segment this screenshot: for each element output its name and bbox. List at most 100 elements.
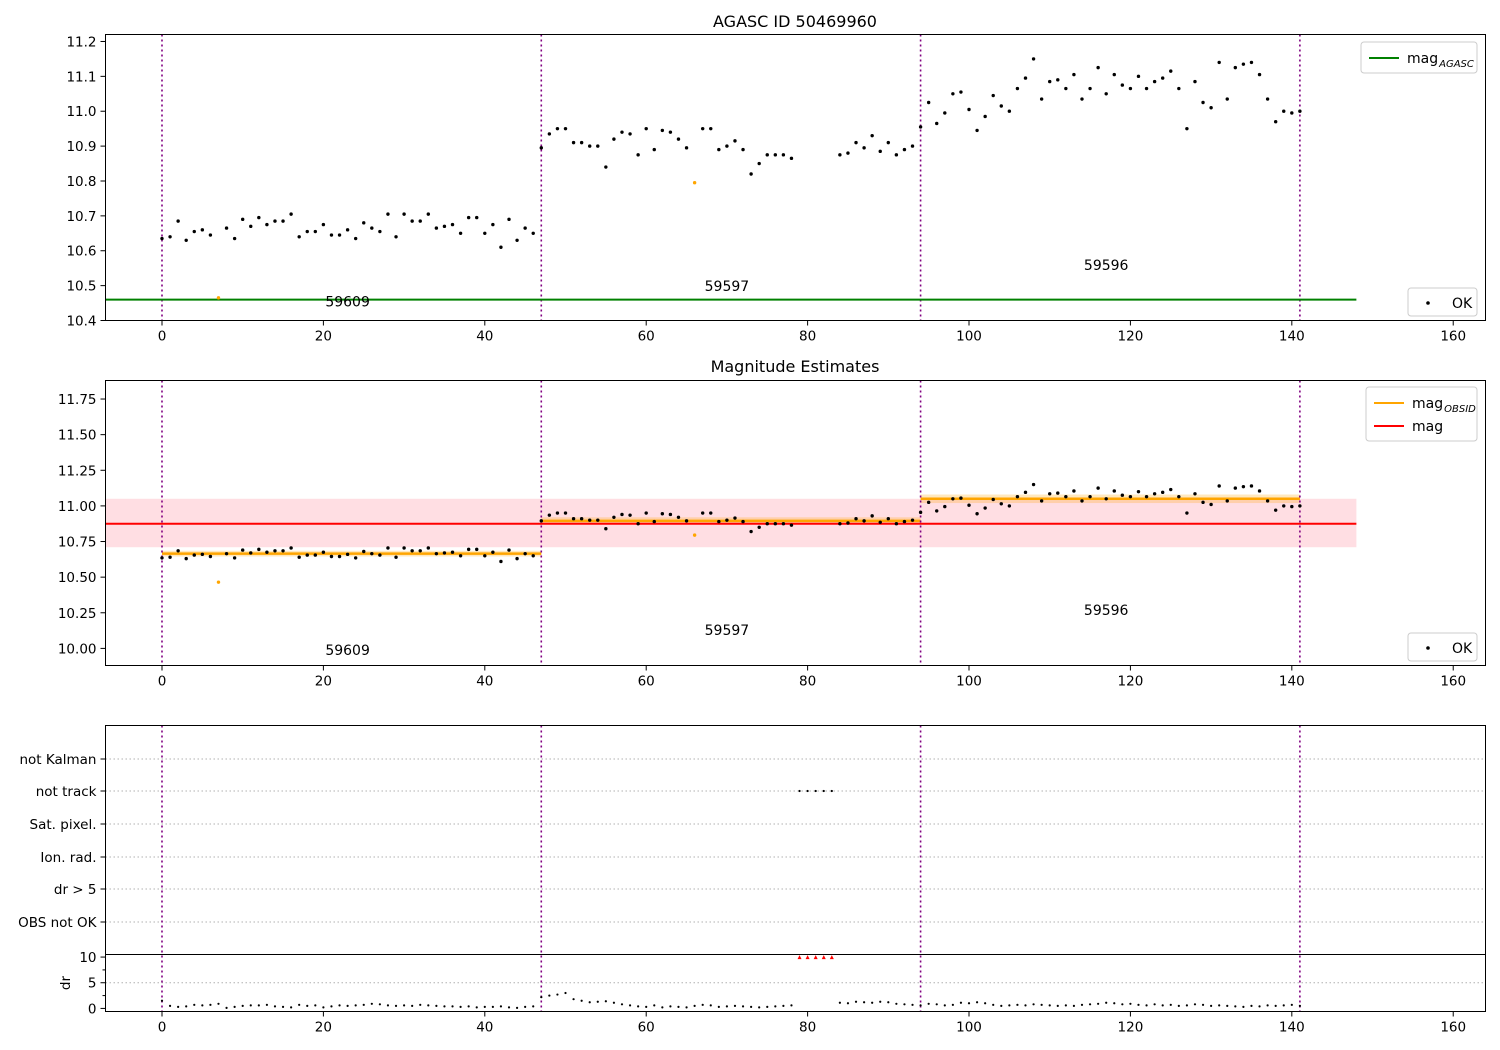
panel-3-xtick-label: 100 bbox=[956, 1020, 982, 1036]
dr-point bbox=[919, 1004, 922, 1007]
ok-point bbox=[265, 222, 269, 227]
dr-point bbox=[386, 1004, 390, 1007]
ok-point bbox=[386, 212, 390, 216]
ok-point bbox=[1007, 504, 1012, 508]
ok-point bbox=[1088, 86, 1092, 91]
panel-2-title: Magnitude Estimates bbox=[711, 357, 880, 376]
ok-point bbox=[838, 522, 842, 526]
ok-point bbox=[442, 551, 447, 555]
panel-magnitude-estimates: Magnitude Estimates 59609 59597 59596 0 20 40… bbox=[58, 357, 1486, 690]
dr-point bbox=[1185, 1004, 1189, 1007]
panel-1-ytick-label: 10.9 bbox=[66, 139, 96, 155]
ok-point bbox=[725, 144, 729, 148]
ok-point bbox=[741, 147, 745, 152]
ok-point bbox=[1039, 97, 1044, 101]
panel-3-xtick-label: 60 bbox=[638, 1020, 655, 1036]
flag-category-label: not track bbox=[36, 784, 97, 800]
ok-point bbox=[878, 149, 882, 154]
dr-point bbox=[491, 1005, 494, 1008]
ok-point bbox=[951, 92, 955, 96]
dr-point bbox=[572, 998, 575, 1001]
ok-point bbox=[1185, 126, 1189, 131]
ok-point bbox=[353, 236, 358, 241]
ok-point bbox=[983, 114, 987, 119]
ok-point bbox=[1265, 97, 1270, 101]
panel-1-points-legend-marker bbox=[1426, 301, 1430, 305]
panel-1-ytick-label: 10.8 bbox=[66, 174, 96, 190]
ok-point bbox=[297, 235, 301, 239]
dr-point bbox=[346, 1004, 349, 1007]
dr-point bbox=[677, 1005, 680, 1008]
ok-point bbox=[765, 522, 769, 526]
panel-1-xtick-label: 60 bbox=[638, 329, 655, 345]
panel-2-legend-label: mag bbox=[1412, 419, 1443, 435]
dr-point bbox=[1258, 1005, 1261, 1008]
panel-3-xtick-label: 120 bbox=[1118, 1020, 1144, 1036]
dr-point bbox=[774, 1005, 777, 1008]
ok-point bbox=[168, 555, 172, 559]
panel-1-legend-box bbox=[1360, 41, 1478, 74]
dr-point bbox=[854, 1000, 858, 1003]
ok-point bbox=[1290, 504, 1294, 509]
ok-point bbox=[967, 503, 971, 507]
ok-point bbox=[773, 153, 778, 157]
dr-point bbox=[322, 1006, 325, 1009]
dr-point bbox=[927, 1002, 930, 1005]
panel-2-legend-box bbox=[1365, 386, 1478, 442]
ok-point bbox=[894, 522, 899, 526]
ok-point bbox=[684, 519, 689, 523]
dr-point bbox=[1226, 1004, 1229, 1007]
panel-1-axes-frame bbox=[105, 34, 1486, 321]
dr-point bbox=[168, 1004, 172, 1007]
ok-point bbox=[321, 222, 326, 227]
dr-point bbox=[709, 1004, 712, 1007]
flag-point bbox=[814, 789, 817, 793]
ok-point bbox=[902, 147, 907, 152]
dr-point bbox=[846, 1002, 850, 1005]
dr-point bbox=[507, 1006, 511, 1009]
ok-point bbox=[337, 554, 342, 559]
panel-2-obsid-label: 59609 bbox=[325, 643, 370, 659]
dr-point bbox=[556, 993, 559, 996]
ok-point bbox=[1225, 499, 1229, 503]
ok-point bbox=[668, 130, 673, 134]
ok-point bbox=[1064, 86, 1068, 91]
dr-point bbox=[1201, 1003, 1205, 1006]
ok-point bbox=[200, 228, 205, 232]
dr-point bbox=[717, 1005, 720, 1008]
ok-point bbox=[305, 553, 309, 557]
panel-1-xtick-label: 140 bbox=[1279, 329, 1305, 345]
ok-point bbox=[604, 165, 608, 169]
panel-2-ytick-label: 10.00 bbox=[58, 641, 97, 657]
ok-point bbox=[668, 512, 673, 517]
dr-point bbox=[766, 1005, 769, 1008]
dr-point bbox=[975, 1001, 979, 1004]
panel-2-ytick-label: 11.25 bbox=[58, 463, 97, 479]
panel-1-ytick-label: 10.4 bbox=[66, 314, 96, 330]
ok-point bbox=[1072, 72, 1076, 77]
panel-3-dr-frame bbox=[105, 954, 1486, 1012]
ok-point bbox=[531, 231, 535, 236]
ok-point bbox=[555, 126, 560, 131]
ok-point bbox=[1007, 109, 1012, 113]
dr-point bbox=[984, 1002, 987, 1005]
ok-point bbox=[781, 153, 786, 157]
ok-point bbox=[1120, 493, 1125, 497]
dr-point bbox=[532, 1005, 535, 1008]
dr-point bbox=[1177, 1004, 1180, 1007]
ok-point bbox=[935, 509, 939, 513]
ok-point bbox=[410, 549, 414, 553]
panel-1-ytick-label: 11.1 bbox=[66, 69, 96, 85]
ok-point bbox=[991, 497, 995, 502]
panel-2-xtick-label: 0 bbox=[158, 674, 167, 690]
dr-point bbox=[451, 1005, 454, 1008]
ok-point bbox=[733, 516, 737, 520]
ok-point bbox=[160, 236, 164, 241]
dr-point bbox=[653, 1004, 656, 1007]
ok-point bbox=[636, 153, 640, 157]
panel-2-obsid-label: 59597 bbox=[705, 623, 750, 639]
dr-point bbox=[330, 1005, 333, 1008]
dr-point bbox=[620, 1003, 624, 1006]
ok-point bbox=[1112, 72, 1116, 77]
panel-3-xtick-label: 140 bbox=[1279, 1020, 1305, 1036]
